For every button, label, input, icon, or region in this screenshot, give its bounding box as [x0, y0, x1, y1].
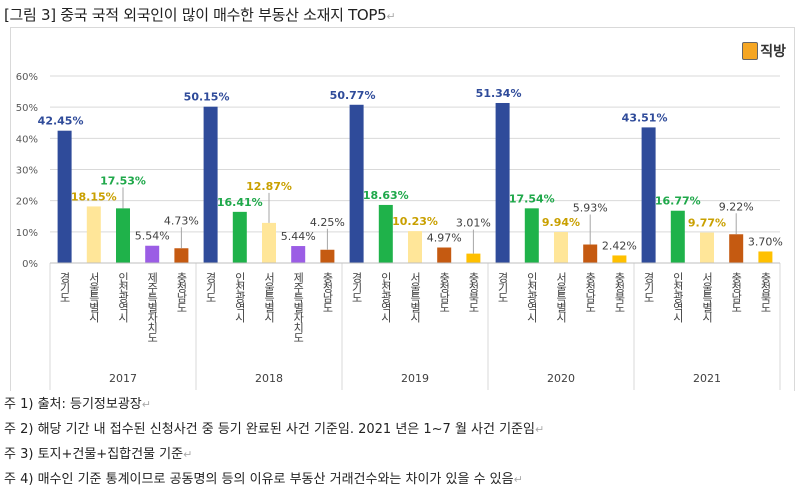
bar — [437, 247, 452, 263]
category-label: 경기도 — [350, 272, 363, 302]
footnote-3: 주 3) 토지+건물+집합건물 기준↵ — [4, 447, 193, 462]
bar — [145, 245, 160, 263]
bar — [554, 232, 568, 263]
category-label: 서울특별시 — [263, 272, 276, 323]
year-label: 2020 — [547, 372, 575, 385]
figure-title: [그림 3] 중국 국적 외국인이 많이 매수한 부동산 소재지 TOP5↵ — [4, 6, 396, 24]
category-label: 충청북도 — [613, 272, 626, 312]
bar — [378, 204, 393, 263]
y-tick-label: 50% — [16, 103, 38, 114]
data-label: 16.41% — [217, 196, 263, 209]
y-tick-label: 0% — [22, 259, 38, 270]
footnotes: 주 1) 출처: 등기정보광장↵ 주 2) 해당 기간 내 접수된 신청사건 중… — [4, 392, 544, 492]
data-label: 5.44% — [281, 230, 316, 243]
bar — [262, 222, 276, 263]
data-label: 17.53% — [100, 174, 146, 187]
bar — [203, 106, 218, 264]
data-label: 9.94% — [542, 216, 580, 229]
category-label: 충청남도 — [321, 272, 334, 312]
bar — [232, 211, 247, 263]
category-label: 충청남도 — [175, 272, 188, 312]
data-label: 50.15% — [184, 91, 230, 104]
category-label: 서울특별시 — [409, 272, 422, 323]
y-tick-label: 40% — [16, 134, 38, 145]
year-label: 2018 — [255, 372, 283, 385]
logo-text: 직방 — [760, 44, 786, 60]
data-label: 12.87% — [246, 180, 292, 193]
data-label: 2.42% — [602, 239, 637, 252]
y-tick-label: 10% — [16, 228, 38, 239]
data-label: 9.22% — [719, 200, 754, 213]
bar — [495, 102, 510, 264]
category-label: 충청남도 — [438, 272, 451, 312]
data-label: 50.77% — [330, 89, 376, 102]
data-label: 16.77% — [655, 195, 701, 208]
bar — [116, 208, 130, 263]
bar — [700, 232, 714, 263]
y-tick-label: 60% — [16, 72, 38, 83]
bar — [86, 206, 101, 263]
category-label: 인천광역시 — [233, 272, 246, 323]
year-label: 2017 — [109, 372, 137, 385]
year-label: 2021 — [693, 372, 721, 385]
data-label: 51.34% — [476, 87, 522, 100]
year-label: 2019 — [401, 372, 429, 385]
data-label: 10.23% — [392, 215, 438, 228]
bar — [670, 210, 685, 263]
data-label: 42.45% — [38, 115, 84, 128]
footnote-2: 주 2) 해당 기간 내 접수된 신청사건 중 등기 완료된 사건 기준임. 2… — [4, 422, 545, 437]
category-label: 제주특별자치도 — [292, 272, 305, 342]
category-label: 인천광역시 — [671, 272, 684, 323]
bar — [320, 249, 335, 263]
data-label: 5.93% — [573, 202, 608, 215]
bar — [524, 208, 539, 263]
bar — [466, 253, 481, 263]
bar — [612, 255, 627, 263]
bar — [174, 248, 189, 263]
data-label: 9.77% — [688, 217, 726, 230]
bar — [758, 251, 773, 263]
data-label: 18.15% — [71, 190, 117, 203]
category-label: 서울특별시 — [701, 272, 714, 323]
category-label: 인천광역시 — [525, 272, 538, 323]
data-label: 4.73% — [164, 214, 199, 227]
category-label: 충청남도 — [584, 272, 597, 312]
bar — [57, 130, 72, 263]
category-label: 제주특별자치도 — [146, 272, 159, 342]
data-label: 3.01% — [456, 217, 491, 230]
category-label: 경기도 — [642, 272, 655, 302]
bar — [641, 127, 656, 264]
bar — [291, 246, 306, 263]
house-icon — [742, 42, 759, 60]
bar — [583, 244, 598, 263]
footnote-4: 주 4) 매수인 기준 통계이므로 공동명의 등의 이유로 부동산 거래건수와는… — [4, 472, 523, 487]
category-label: 인천광역시 — [117, 272, 130, 323]
category-label: 충청북도 — [467, 272, 480, 312]
bar — [729, 234, 744, 263]
data-label: 3.70% — [748, 235, 783, 248]
category-label: 경기도 — [204, 272, 217, 302]
category-label: 인천광역시 — [379, 272, 392, 323]
y-tick-label: 30% — [16, 166, 38, 177]
category-label: 충청남도 — [730, 272, 743, 312]
category-label: 서울특별시 — [555, 272, 568, 323]
footnote-1: 주 1) 출처: 등기정보광장↵ — [4, 397, 151, 412]
chart-frame — [10, 27, 795, 391]
category-label: 경기도 — [496, 272, 509, 302]
data-label: 4.25% — [310, 216, 345, 229]
category-label: 경기도 — [58, 272, 71, 302]
data-label: 4.97% — [427, 232, 462, 245]
zigbang-logo: 직방 — [742, 41, 786, 61]
bar — [349, 104, 364, 263]
bar-chart: 0% 10% 20% 30% 40% 50% 60% 2017 42.45% 경기도 18.15% 서… — [16, 72, 783, 390]
data-label: 17.54% — [509, 192, 555, 205]
category-label: 서울특별시 — [87, 272, 100, 323]
bar — [408, 231, 422, 263]
y-tick-label: 20% — [16, 197, 38, 208]
data-label: 43.51% — [622, 111, 668, 124]
data-label: 5.54% — [135, 230, 170, 243]
category-label: 충청북도 — [759, 272, 772, 312]
data-label: 18.63% — [363, 189, 409, 202]
